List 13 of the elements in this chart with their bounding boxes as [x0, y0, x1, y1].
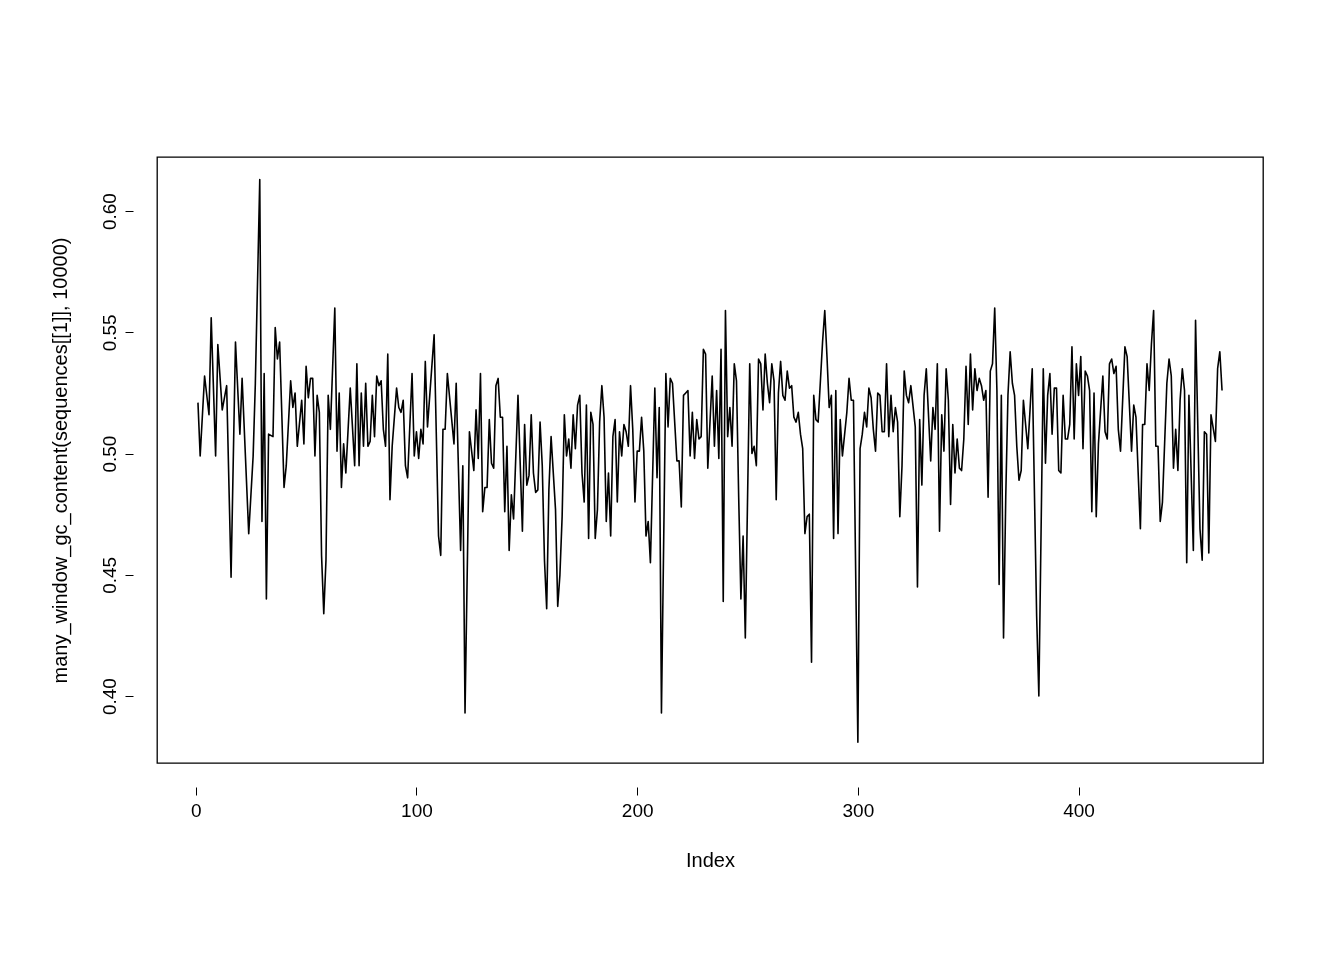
y-tick-label: 0.55	[98, 314, 120, 352]
y-tick-label: 0.60	[98, 193, 120, 231]
y-axis-title: many_window_gc_content(sequences[[1]], 10000)	[48, 237, 72, 684]
x-tick-label: 400	[1063, 799, 1095, 821]
y-tick-label: 0.40	[98, 678, 120, 716]
x-tick-label: 200	[621, 799, 654, 821]
y-tick-label: 0.50	[98, 435, 120, 473]
x-axis-title: Index	[686, 848, 735, 871]
x-tick-label: 300	[842, 799, 875, 821]
y-tick-label: 0.45	[98, 556, 120, 594]
x-tick-label: 0	[190, 799, 202, 821]
x-tick-label: 100	[401, 799, 433, 821]
line-series	[197, 178, 1223, 743]
